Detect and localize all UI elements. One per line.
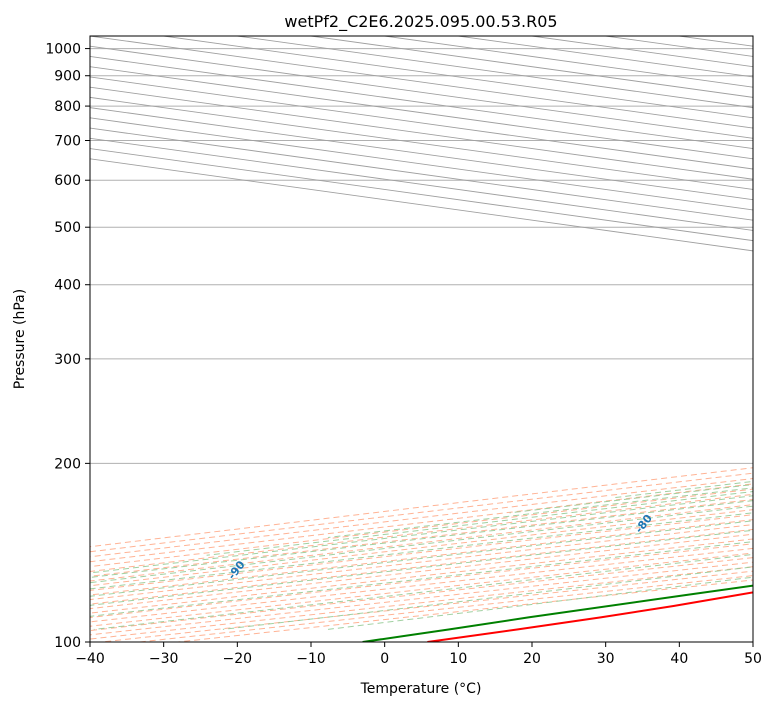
- x-axis-ticks: −40 −30 −20 −10 0 10 20 30 40 50: [75, 642, 762, 667]
- x-tick-label: −20: [223, 651, 253, 667]
- y-axis-label: Pressure (hPa): [12, 289, 28, 389]
- y-tick-label: 300: [54, 352, 81, 368]
- x-tick-label: −30: [149, 651, 179, 667]
- x-tick-label: 10: [449, 651, 467, 667]
- isotherm-line: [90, 96, 753, 190]
- y-tick-label: 800: [54, 99, 81, 115]
- isotherm-line: [90, 127, 753, 221]
- plot-area: 0.10.20.40.611.52346810131620253036-100-…: [90, 36, 753, 642]
- x-tick-label: 40: [670, 651, 688, 667]
- isotherm-line: [90, 76, 753, 170]
- isotherm-line: [90, 66, 753, 160]
- x-axis-label: Temperature (°C): [360, 681, 482, 697]
- x-tick-label: 30: [597, 651, 615, 667]
- y-tick-label: 600: [54, 173, 81, 189]
- y-tick-label: 200: [54, 456, 81, 472]
- isotherm-line: [90, 117, 753, 211]
- isotherm-line: [90, 107, 753, 201]
- x-tick-label: 50: [744, 651, 762, 667]
- pressure-gridlines: [90, 48, 753, 642]
- plot-frame: [89, 35, 754, 643]
- isotherm-line: [90, 86, 753, 180]
- x-tick-label: −10: [296, 651, 326, 667]
- y-tick-label: 400: [54, 278, 81, 294]
- chart-title: wetPf2_C2E6.2025.095.00.53.R05: [284, 12, 557, 32]
- y-axis-ticks: 1000 900 800 700 600 500 400 300 200 100: [45, 42, 90, 651]
- y-tick-label: 100: [54, 635, 81, 651]
- isotherm-line: [90, 56, 753, 150]
- isotherm-line: [90, 45, 753, 139]
- y-tick-label: 1000: [45, 42, 81, 58]
- y-tick-label: 900: [54, 69, 81, 85]
- y-tick-label: 500: [54, 220, 81, 236]
- isotherms: [90, 36, 753, 252]
- x-tick-label: −40: [75, 651, 105, 667]
- x-tick-label: 20: [523, 651, 541, 667]
- x-tick-label: 0: [380, 651, 389, 667]
- y-tick-label: 700: [54, 133, 81, 149]
